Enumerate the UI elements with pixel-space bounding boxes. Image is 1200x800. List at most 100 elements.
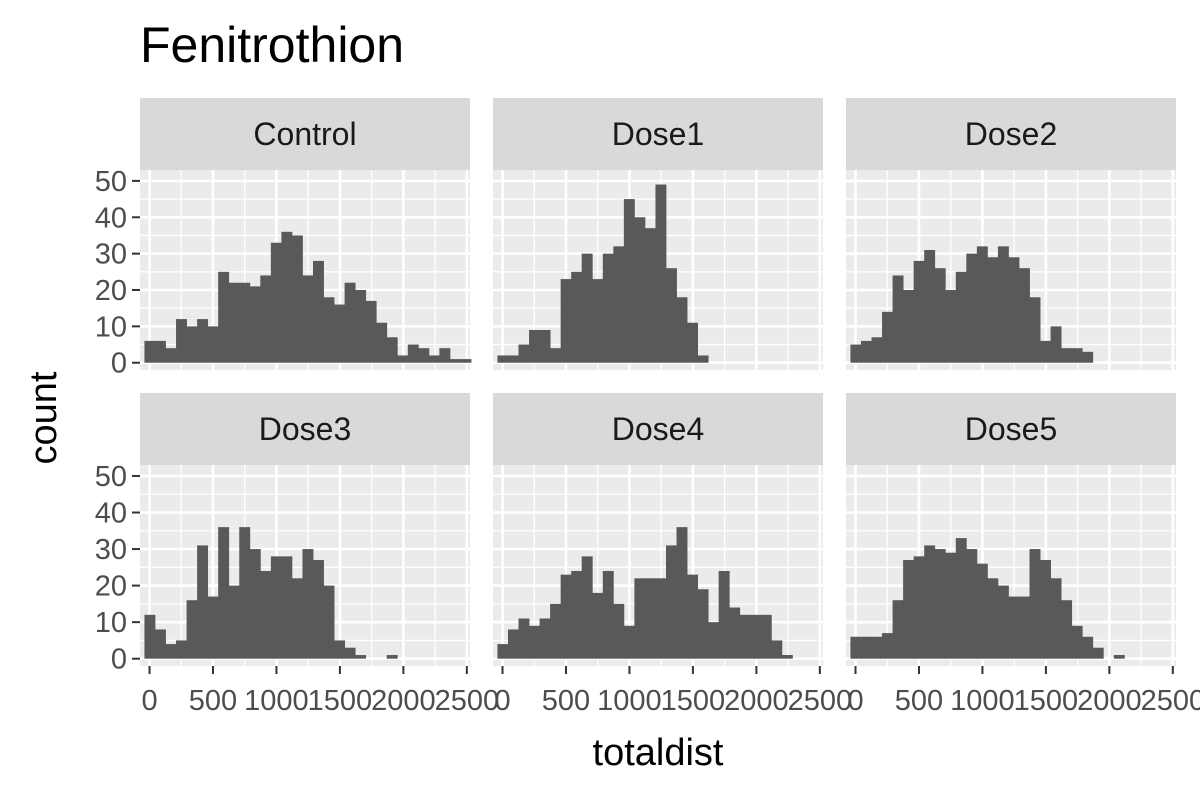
y-tick-label: 10 <box>95 311 127 343</box>
histogram-bar <box>613 603 625 659</box>
histogram-bar <box>1018 596 1030 659</box>
x-tick-label: 1000 <box>950 685 1015 717</box>
histogram-bar <box>281 556 293 659</box>
x-tick-label: 2500 <box>1141 685 1200 717</box>
histogram-bar <box>302 275 314 363</box>
histogram-bar <box>934 549 946 659</box>
facet-strip-label: Dose1 <box>612 116 705 152</box>
histogram-bar <box>634 217 646 363</box>
histogram-bar <box>571 271 583 363</box>
x-tick-label: 2000 <box>724 685 789 717</box>
histogram-bar <box>507 629 519 659</box>
histogram-bar <box>997 585 1009 659</box>
facet-panels: Control 0 10 20 30 40 50 Dose1 Dose2 Dose3 0 10 20 30… <box>95 98 1200 717</box>
histogram-bar <box>497 355 509 363</box>
histogram-bar <box>270 242 282 363</box>
facet-strip <box>140 98 470 170</box>
histogram-bar <box>729 607 741 659</box>
histogram-bar <box>376 322 388 363</box>
y-tick-label: 20 <box>95 571 127 603</box>
histogram-bar <box>1113 655 1125 659</box>
histogram-bar <box>687 322 698 363</box>
histogram-bar <box>1050 578 1062 659</box>
histogram-bar <box>518 618 530 659</box>
x-tick-label: 1500 <box>1014 685 1079 717</box>
histogram-bar <box>602 570 614 659</box>
histogram-bar <box>176 319 187 363</box>
histogram-bar <box>239 282 251 363</box>
x-tick-label: 1000 <box>244 685 309 717</box>
histogram-bar <box>913 260 925 363</box>
histogram-bar <box>507 355 519 363</box>
histogram-bar <box>344 647 356 659</box>
histogram-bar <box>144 340 156 363</box>
histogram-bar <box>228 282 240 363</box>
histogram-bar <box>924 250 936 363</box>
histogram-bar <box>1029 297 1041 363</box>
histogram-bar <box>365 300 377 363</box>
facet-strip <box>140 393 470 465</box>
histogram-bar <box>334 304 345 363</box>
histogram-bar <box>1029 549 1041 659</box>
facet-panel-dose2: Dose2 <box>846 98 1176 370</box>
histogram-bar <box>750 614 762 659</box>
histogram-bar <box>418 348 430 363</box>
x-tick-label: 2000 <box>1077 685 1142 717</box>
histogram-bar <box>270 556 282 659</box>
histogram-bar <box>571 570 583 659</box>
x-tick-label: 0 <box>494 685 510 717</box>
histogram-bar <box>1050 326 1062 363</box>
histogram-bar <box>634 578 646 659</box>
histogram-bar <box>344 282 356 363</box>
y-tick-label: 0 <box>111 348 127 380</box>
histogram-bar <box>218 527 230 659</box>
histogram-bar <box>165 644 177 659</box>
histogram-bar <box>355 655 367 659</box>
histogram-bar <box>154 340 166 363</box>
histogram-bar <box>218 271 230 363</box>
histogram-bar <box>186 600 198 659</box>
histogram-bar <box>850 344 862 363</box>
x-tick-label: 1500 <box>308 685 373 717</box>
histogram-bar <box>892 600 904 659</box>
histogram-bar <box>144 614 156 659</box>
histogram-bar <box>945 290 957 363</box>
facet-strip-label: Dose4 <box>612 411 705 447</box>
histogram-bar <box>539 330 551 363</box>
facet-strip <box>493 98 823 170</box>
histogram-bar <box>934 268 946 363</box>
facet-strip-label: Control <box>253 116 356 152</box>
histogram-bar <box>860 340 872 363</box>
histogram-bar <box>882 311 893 363</box>
histogram-bar <box>697 355 709 363</box>
histogram-bar <box>581 253 593 363</box>
histogram-bar <box>529 625 540 659</box>
histogram-bar <box>976 563 988 659</box>
histogram-bar <box>860 636 872 659</box>
histogram-bar <box>323 297 335 363</box>
histogram-bar <box>850 636 862 659</box>
histogram-bar <box>439 348 451 363</box>
histogram-bar <box>913 556 925 659</box>
histogram-bar <box>1082 636 1094 659</box>
histogram-bar <box>407 344 419 363</box>
histogram-bar <box>871 636 883 659</box>
histogram-bar <box>871 337 883 363</box>
y-tick-label: 40 <box>95 498 127 530</box>
histogram-bar <box>207 596 219 659</box>
histogram-bar <box>644 578 656 659</box>
histogram-bar <box>676 527 688 659</box>
histogram-bar <box>665 545 677 659</box>
x-tick-label: 2500 <box>435 685 500 717</box>
y-tick-label: 50 <box>95 166 127 198</box>
histogram-bar <box>355 290 367 363</box>
y-tick-label: 30 <box>95 534 127 566</box>
histogram-bar <box>176 640 187 659</box>
histogram-bar <box>497 644 509 659</box>
histogram-bar <box>291 578 303 659</box>
histogram-bar <box>676 297 688 363</box>
facet-strip <box>846 393 1176 465</box>
